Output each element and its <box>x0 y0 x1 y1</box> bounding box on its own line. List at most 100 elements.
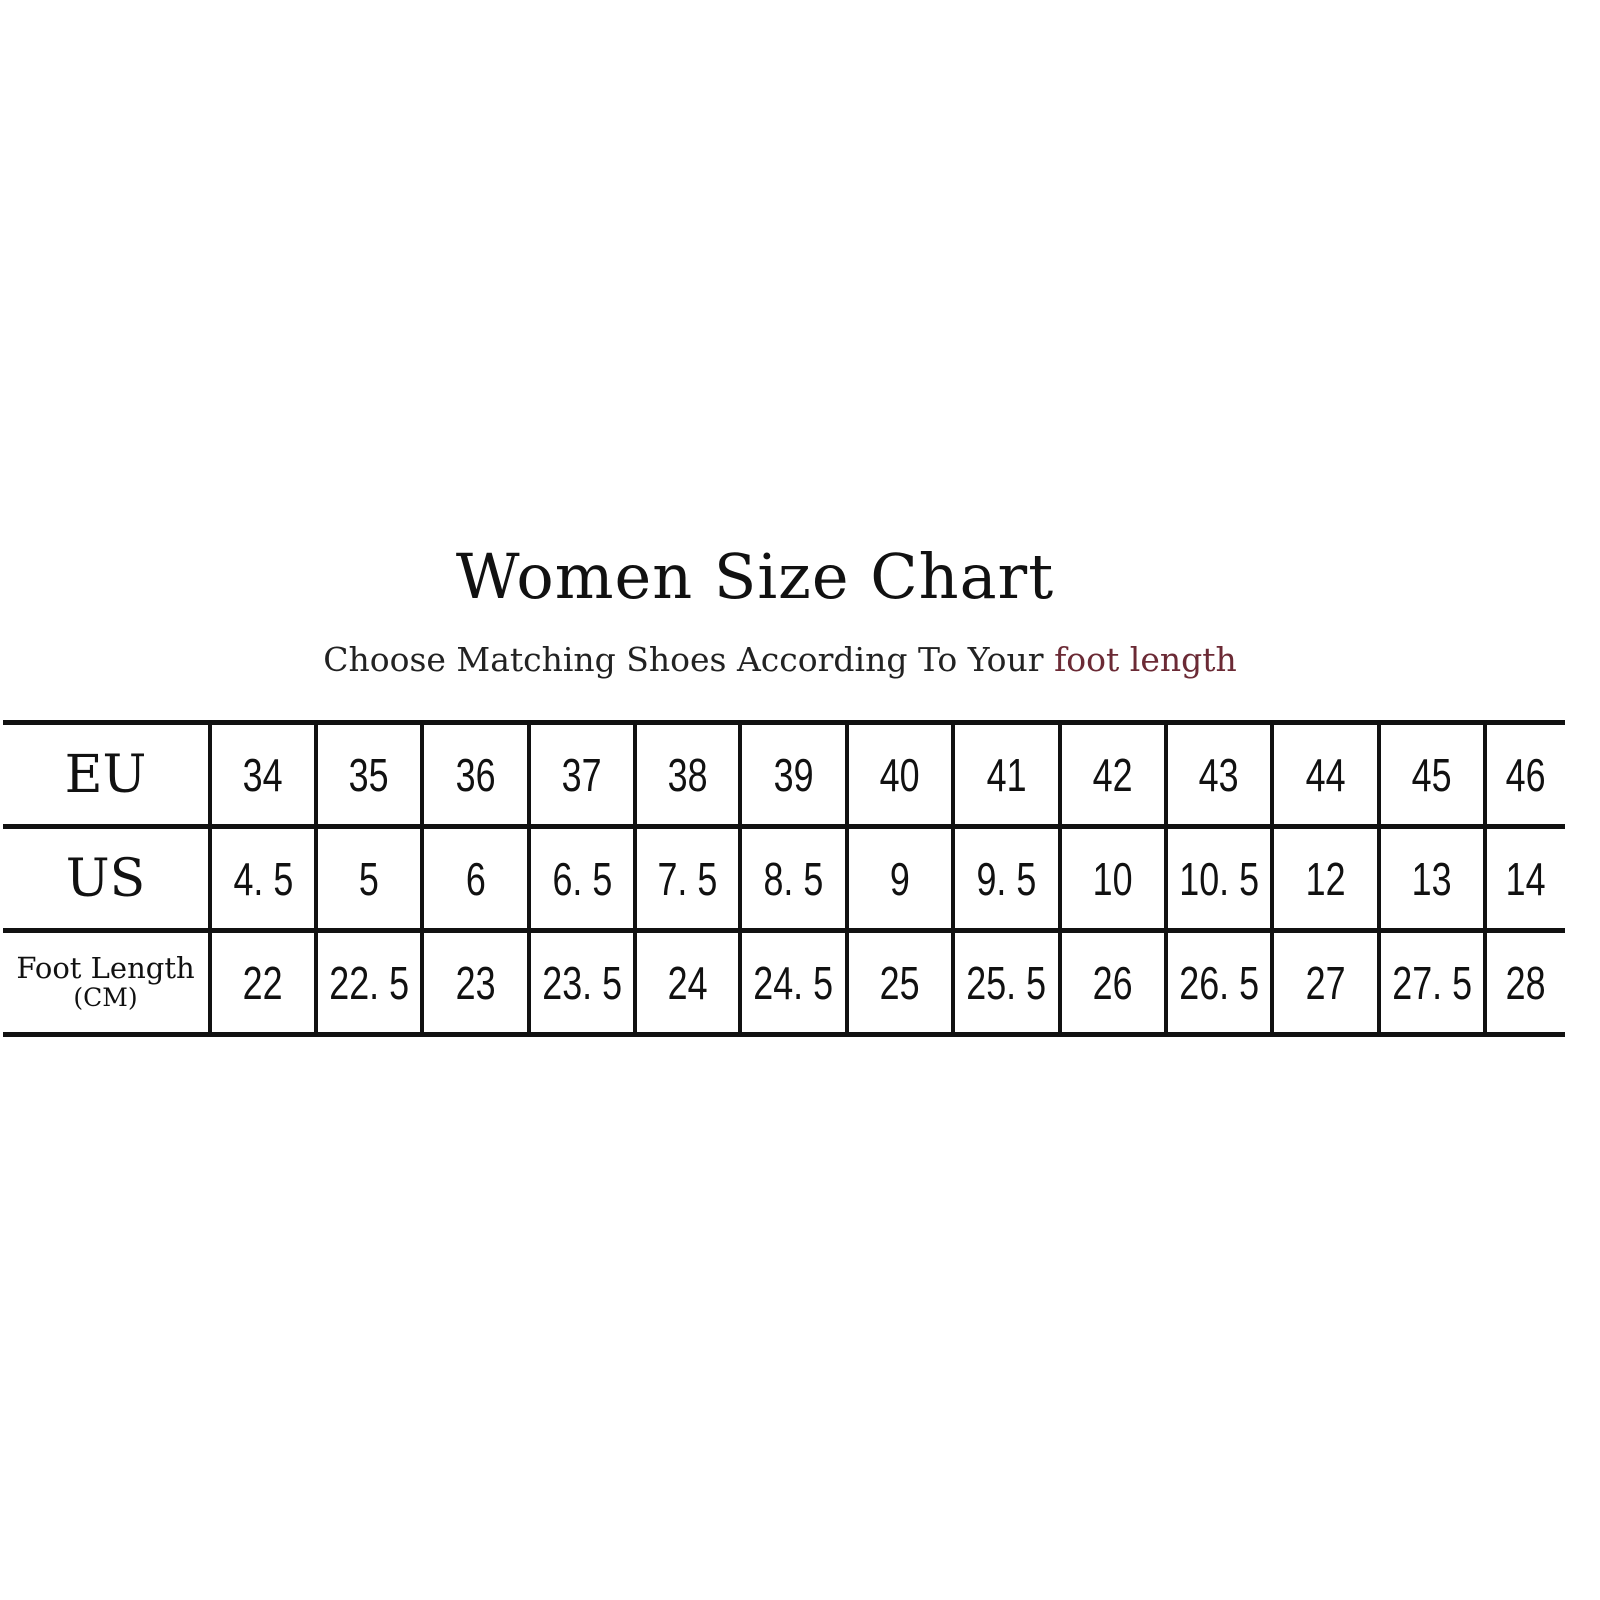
table-cell: 22 <box>212 933 314 1032</box>
row-header-label: EU <box>64 744 147 805</box>
table-cell: 26. 5 <box>1168 933 1270 1032</box>
cell-value: 38 <box>667 748 708 801</box>
table-cell: 28 <box>1487 933 1565 1032</box>
cell-value: 23. 5 <box>542 956 622 1009</box>
cell-value: 4. 5 <box>233 852 293 905</box>
table-column-border <box>1483 720 1487 1036</box>
table-column-border <box>1270 720 1274 1036</box>
table-cell: 12 <box>1274 829 1377 928</box>
table-cell: 14 <box>1487 829 1565 928</box>
cell-value: 42 <box>1093 748 1133 801</box>
row-header-label: US <box>65 848 146 909</box>
table-row-border <box>3 928 1565 933</box>
table-cell: 44 <box>1274 725 1377 824</box>
cell-value: 24. 5 <box>753 956 834 1009</box>
table-cell: 8. 5 <box>742 829 845 928</box>
cell-value: 34 <box>243 748 283 801</box>
cell-value: 25 <box>880 956 920 1009</box>
cell-value: 37 <box>562 748 602 801</box>
table-cell: 24. 5 <box>742 933 845 1032</box>
cell-value: 27 <box>1305 956 1346 1009</box>
table-cell: 39 <box>742 725 845 824</box>
table-column-border <box>738 720 742 1036</box>
cell-value: 5 <box>359 852 379 905</box>
cell-value: 46 <box>1506 748 1546 801</box>
table-cell: 25. 5 <box>955 933 1058 1032</box>
table-column-border <box>845 720 849 1036</box>
table-cell: 10. 5 <box>1168 829 1270 928</box>
table-cell: 40 <box>849 725 951 824</box>
cell-value: 26 <box>1093 956 1133 1009</box>
table-column-border <box>1164 720 1168 1036</box>
cell-value: 12 <box>1305 852 1346 905</box>
table-cell: 22. 5 <box>318 933 420 1032</box>
cell-value: 9. 5 <box>976 852 1037 905</box>
cell-value: 24 <box>667 956 708 1009</box>
cell-value: 28 <box>1506 956 1546 1009</box>
row-header-unit: (CM) <box>73 982 138 1012</box>
row-header: EU <box>3 725 208 824</box>
cell-value: 43 <box>1199 748 1239 801</box>
cell-value: 6. 5 <box>552 852 612 905</box>
table-cell: 4. 5 <box>212 829 314 928</box>
row-header-label: Foot Length <box>16 950 195 985</box>
row-header: Foot Length (CM) <box>3 933 208 1032</box>
table-column-border <box>633 720 637 1036</box>
table-cell: 9 <box>849 829 951 928</box>
cell-value: 9 <box>890 852 910 905</box>
cell-value: 10 <box>1093 852 1133 905</box>
cell-value: 14 <box>1506 852 1546 905</box>
cell-value: 40 <box>880 748 920 801</box>
cell-value: 6 <box>465 852 486 905</box>
table-cell: 43 <box>1168 725 1270 824</box>
table-cell: 26 <box>1062 933 1164 1032</box>
table-column-border <box>208 720 212 1036</box>
table-cell: 6 <box>424 829 527 928</box>
table-cell: 7. 5 <box>637 829 738 928</box>
table-cell: 27. 5 <box>1381 933 1483 1032</box>
cell-value: 22 <box>243 956 283 1009</box>
row-header: US <box>3 829 208 928</box>
table-cell: 35 <box>318 725 420 824</box>
table-cell: 45 <box>1381 725 1483 824</box>
table-column-border <box>314 720 318 1036</box>
cell-value: 44 <box>1305 748 1346 801</box>
table-cell: 42 <box>1062 725 1164 824</box>
table-row-border <box>3 824 1565 829</box>
cell-value: 8. 5 <box>763 852 824 905</box>
cell-value: 26. 5 <box>1179 956 1259 1009</box>
table-cell: 23. 5 <box>531 933 633 1032</box>
subtitle-text: Choose Matching Shoes According To Your <box>323 640 1055 679</box>
cell-value: 7. 5 <box>657 852 718 905</box>
cell-value: 22. 5 <box>329 956 409 1009</box>
cell-value: 41 <box>986 748 1027 801</box>
table-cell: 46 <box>1487 725 1565 824</box>
table-cell: 34 <box>212 725 314 824</box>
table-cell: 24 <box>637 933 738 1032</box>
table-cell: 38 <box>637 725 738 824</box>
table-cell: 23 <box>424 933 527 1032</box>
table-row-border <box>3 1032 1565 1037</box>
table-column-border <box>1377 720 1381 1036</box>
cell-value: 23 <box>455 956 496 1009</box>
table-cell: 10 <box>1062 829 1164 928</box>
table-cell: 13 <box>1381 829 1483 928</box>
cell-value: 35 <box>349 748 389 801</box>
table-cell: 37 <box>531 725 633 824</box>
cell-value: 39 <box>773 748 814 801</box>
table-cell: 9. 5 <box>955 829 1058 928</box>
cell-value: 45 <box>1412 748 1452 801</box>
table-cell: 36 <box>424 725 527 824</box>
table-column-border <box>1058 720 1062 1036</box>
cell-value: 10. 5 <box>1179 852 1259 905</box>
table-cell: 5 <box>318 829 420 928</box>
page-title: Women Size Chart <box>455 540 1055 613</box>
table-column-border <box>420 720 424 1036</box>
table-column-border <box>951 720 955 1036</box>
table-cell: 25 <box>849 933 951 1032</box>
cell-value: 25. 5 <box>966 956 1047 1009</box>
page-subtitle: Choose Matching Shoes According To Your … <box>0 640 1560 679</box>
table-row-border <box>3 720 1565 725</box>
table-cell: 27 <box>1274 933 1377 1032</box>
cell-value: 36 <box>455 748 496 801</box>
